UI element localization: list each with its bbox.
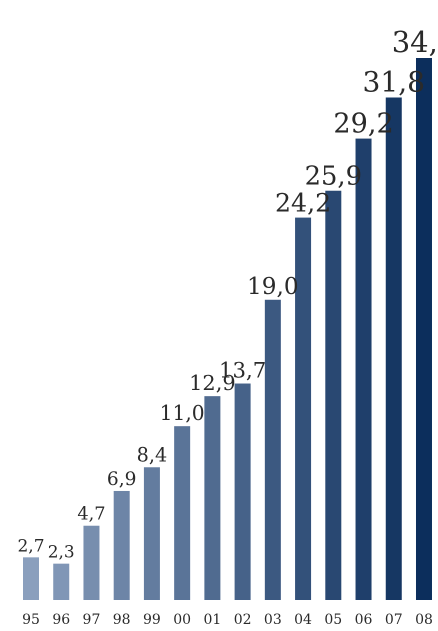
bar-06 bbox=[355, 138, 372, 600]
bar-98 bbox=[113, 490, 130, 600]
x-tick-label-00: 00 bbox=[173, 612, 191, 628]
value-label-02: 13,7 bbox=[219, 358, 266, 383]
bar-00 bbox=[174, 426, 191, 600]
value-label-97: 4,7 bbox=[77, 504, 105, 525]
value-label-03: 19,0 bbox=[247, 273, 299, 300]
x-tick-label-95: 95 bbox=[22, 612, 40, 628]
bar-07 bbox=[385, 97, 402, 600]
value-label-08: 34,3 bbox=[392, 25, 438, 59]
x-tick-label-04: 04 bbox=[294, 612, 312, 628]
bar-05 bbox=[325, 190, 342, 601]
bars-group bbox=[23, 58, 432, 601]
value-label-05: 25,9 bbox=[305, 162, 362, 192]
x-tick-label-05: 05 bbox=[324, 612, 342, 628]
value-label-98: 6,9 bbox=[107, 469, 137, 490]
value-label-07: 31,8 bbox=[362, 66, 425, 99]
value-label-01: 12,9 bbox=[189, 371, 236, 395]
x-tick-label-97: 97 bbox=[83, 612, 101, 628]
value-label-96: 2,3 bbox=[48, 542, 75, 562]
x-axis-tick-labels: 95 96 97 98 99 00 01 02 03 04 05 06 07 08 bbox=[22, 612, 433, 628]
x-tick-label-07: 07 bbox=[385, 612, 403, 628]
bar-01 bbox=[204, 396, 221, 600]
value-label-06: 29,2 bbox=[333, 109, 393, 140]
bar-99 bbox=[143, 467, 160, 600]
bar-97 bbox=[83, 525, 100, 600]
x-tick-label-06: 06 bbox=[355, 612, 373, 628]
bar-03 bbox=[264, 299, 281, 600]
x-tick-label-96: 96 bbox=[52, 612, 70, 628]
value-label-99: 8,4 bbox=[137, 443, 168, 466]
x-tick-label-03: 03 bbox=[264, 612, 282, 628]
bar-95 bbox=[23, 557, 39, 600]
value-label-00: 11,0 bbox=[160, 401, 205, 425]
bar-04 bbox=[295, 217, 312, 600]
x-tick-label-98: 98 bbox=[113, 612, 131, 628]
value-label-95: 2,7 bbox=[17, 536, 44, 556]
bar-02 bbox=[234, 383, 251, 600]
x-tick-label-99: 99 bbox=[143, 612, 161, 628]
bar-08 bbox=[415, 58, 432, 600]
value-label-04: 24,2 bbox=[275, 189, 331, 218]
bar-96 bbox=[53, 563, 70, 600]
value-labels-group: 2,7 2,34,76,98,4 11,0 12,913,7 19,0 24,225,9 2… bbox=[17, 25, 438, 562]
x-tick-label-01: 01 bbox=[203, 612, 221, 628]
x-tick-label-08: 08 bbox=[415, 612, 433, 628]
x-tick-label-02: 02 bbox=[234, 612, 252, 628]
